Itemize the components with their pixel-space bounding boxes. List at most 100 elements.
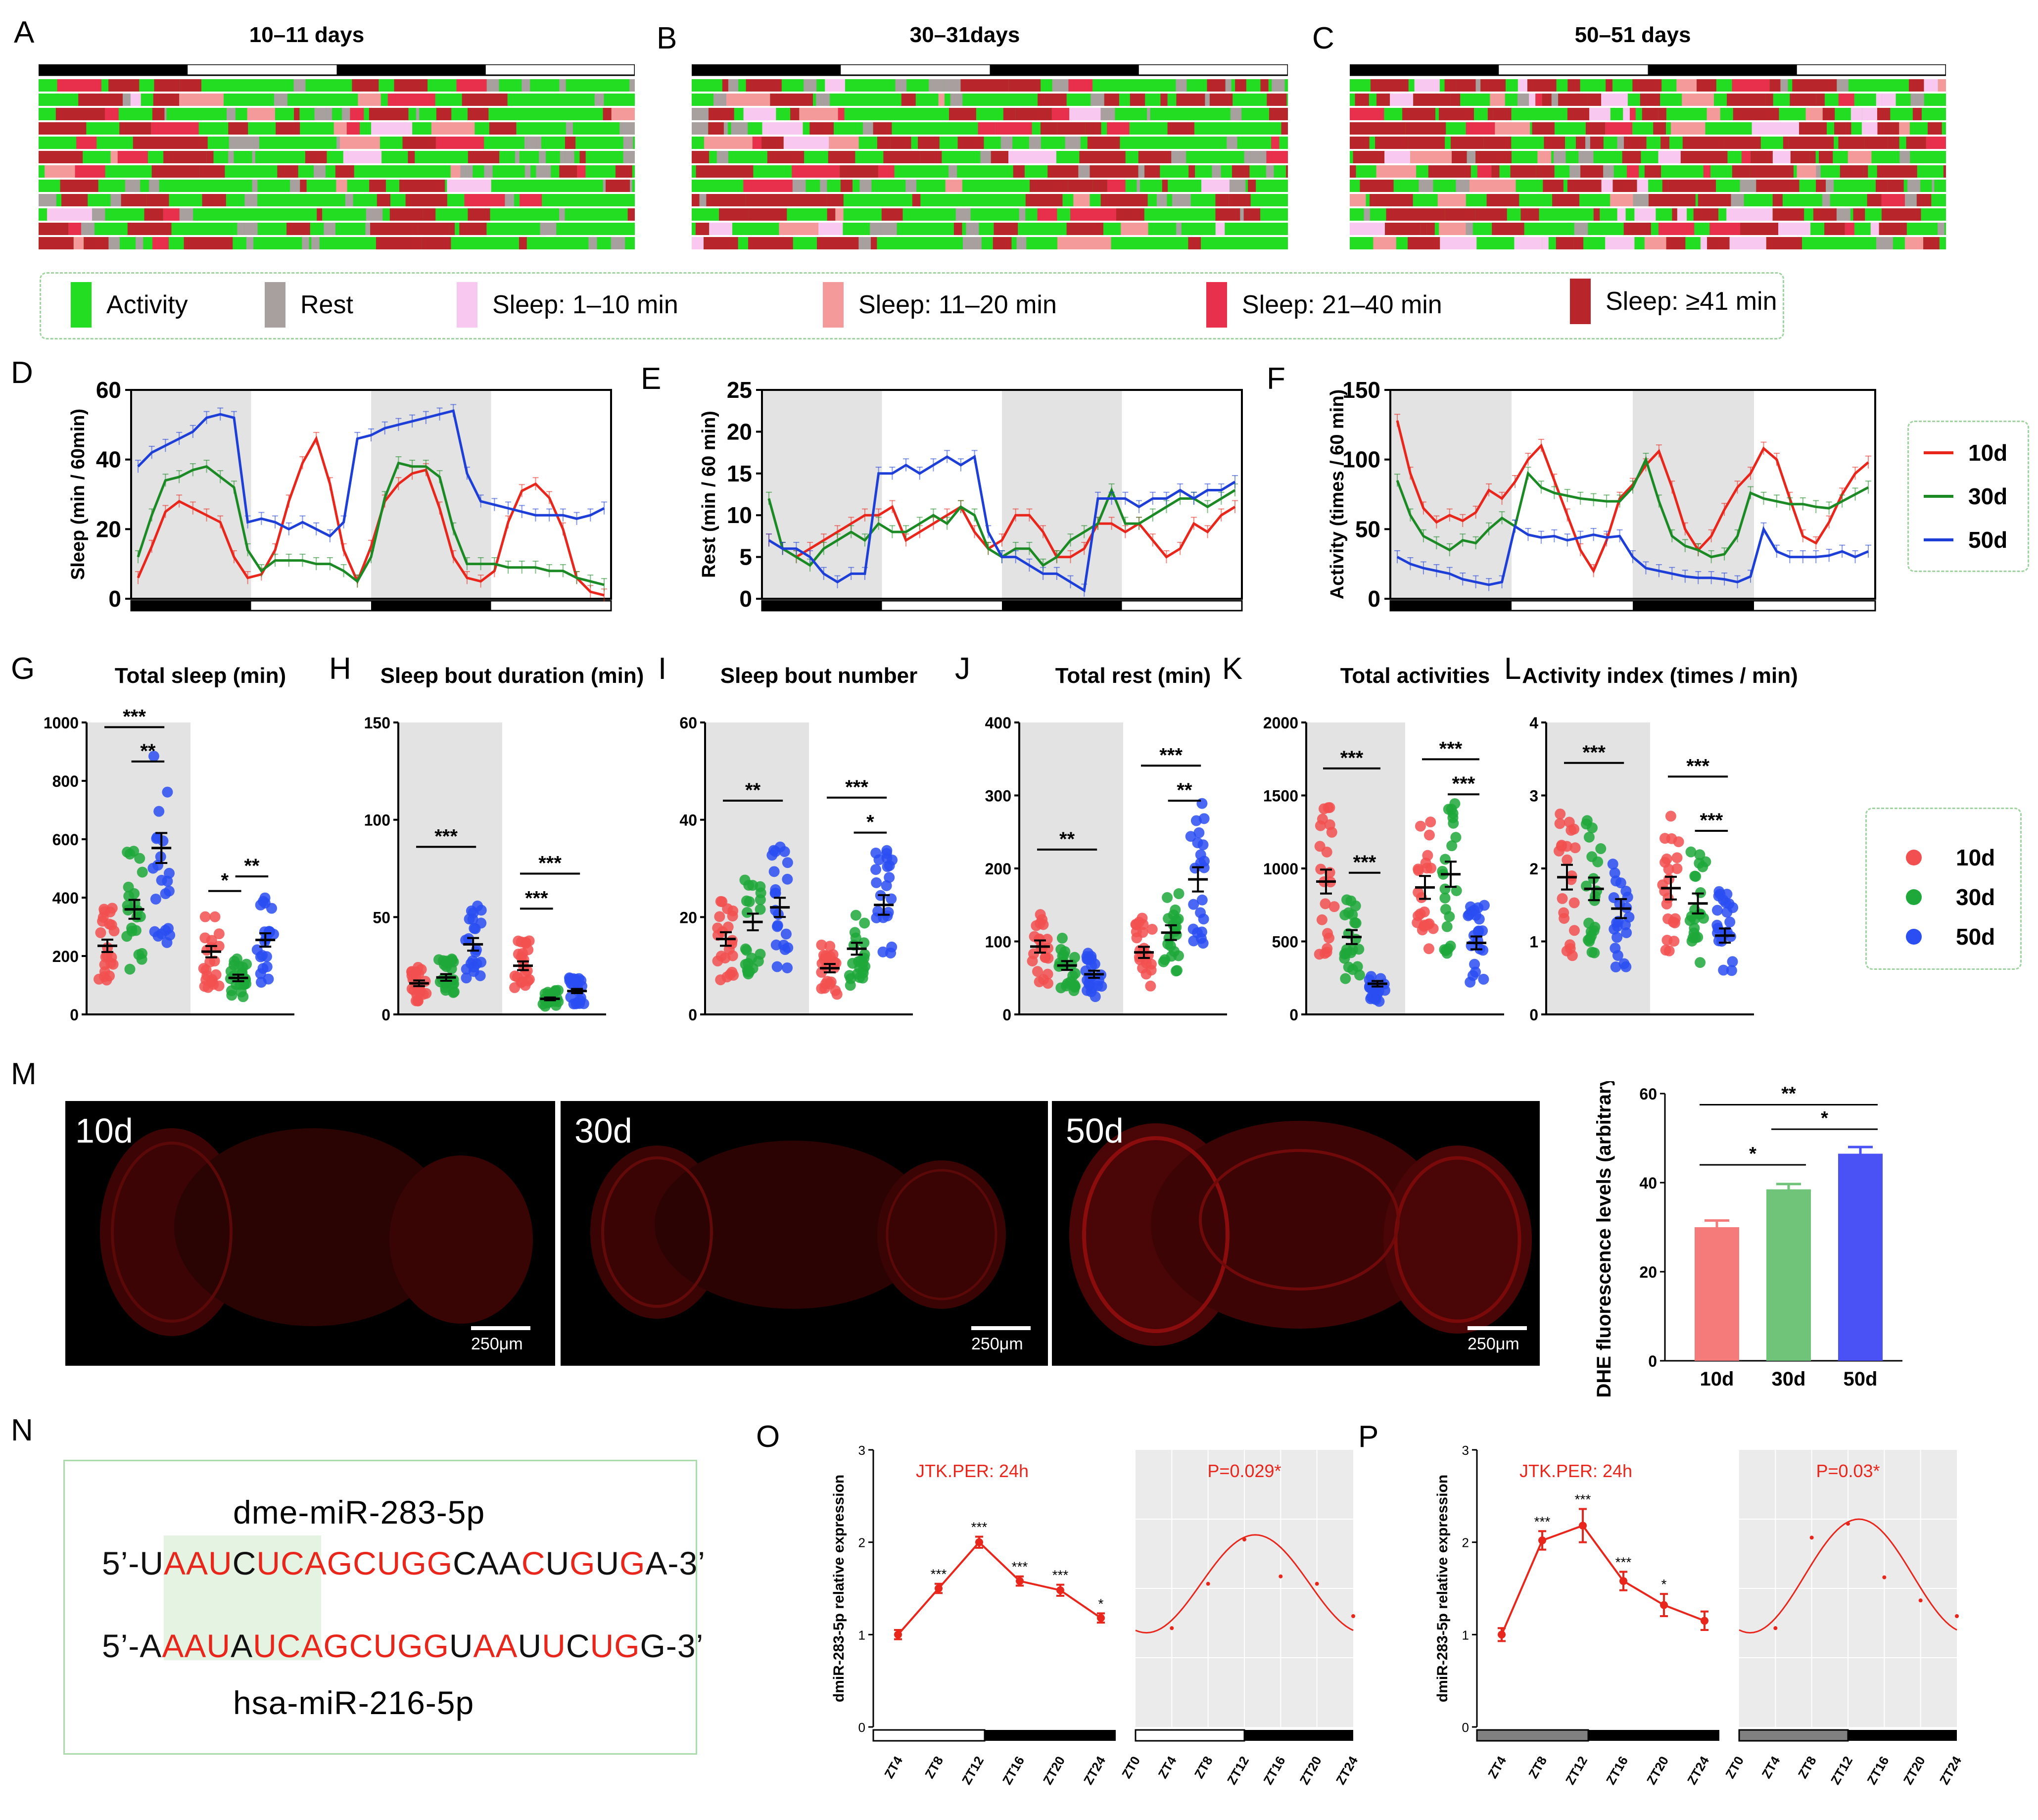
actogram-bout — [770, 94, 813, 106]
data-point — [255, 899, 266, 910]
data-point — [137, 866, 148, 878]
actogram-bout — [1751, 151, 1773, 163]
actogram-bout — [1025, 194, 1063, 206]
y-tick-label: 15 — [727, 461, 752, 486]
actogram-bout — [1456, 79, 1476, 92]
scale-bar-10d — [471, 1326, 530, 1330]
actogram-bout — [817, 237, 859, 249]
fit-data-point — [1242, 1537, 1246, 1542]
data-point — [162, 786, 173, 798]
scale-label-50d: 250μm — [1468, 1335, 1519, 1353]
actogram-bout — [1780, 79, 1788, 92]
data-point — [1569, 842, 1581, 854]
actogram-bout — [144, 208, 163, 221]
panel-letter-j: J — [955, 652, 970, 686]
bottom-mirna-name: hsa-miR-216-5p — [233, 1684, 474, 1721]
actogram-bout — [1819, 151, 1833, 163]
panel-letter-b: B — [657, 21, 677, 55]
fit-annotation: P=0.03* — [1816, 1461, 1880, 1481]
y-tick-label: 1 — [858, 1628, 865, 1642]
data-point — [894, 1630, 902, 1639]
actogram-bout — [1826, 180, 1834, 192]
actogram-bout — [1439, 108, 1474, 120]
actogram-bout — [577, 165, 586, 178]
data-point — [1084, 979, 1095, 991]
actogram-bout — [1724, 137, 1761, 149]
series-line-50d — [768, 455, 1236, 593]
panel-letter-k: K — [1222, 652, 1243, 686]
data-point — [570, 998, 582, 1009]
data-point — [1145, 964, 1157, 976]
data-point — [727, 905, 739, 916]
dot-legend: 10d 30d 50d — [1865, 808, 2022, 970]
y-tick-label: 1 — [1462, 1628, 1469, 1642]
actogram-bout — [901, 94, 916, 106]
data-point — [877, 946, 889, 958]
data-point — [741, 907, 753, 918]
data-point — [714, 911, 725, 922]
y-tick-label: 600 — [52, 831, 79, 849]
data-point — [859, 960, 871, 972]
actogram-bout — [873, 122, 892, 135]
x-tick-label: ZT24 — [1081, 1754, 1109, 1787]
data-point — [1340, 973, 1351, 984]
data-point — [1067, 970, 1079, 981]
actogram-bout — [389, 208, 423, 221]
data-point — [1341, 944, 1352, 956]
micrograph-50d-tissue — [1069, 1121, 1532, 1346]
actogram-bout — [1452, 151, 1467, 163]
actogram-bout — [1396, 137, 1408, 149]
actogram-bout — [358, 94, 381, 106]
actogram-bout — [820, 180, 827, 192]
actogram-bout — [1634, 208, 1656, 221]
y-tick-label: 20 — [1639, 1263, 1657, 1281]
actogram-bout — [962, 237, 977, 249]
actogram-bout — [611, 108, 635, 120]
data-point — [256, 977, 267, 988]
actogram-title-a: 10–11 days — [249, 23, 365, 47]
y-tick-label: 20 — [727, 419, 752, 444]
chart-e: 0 5 10 15 20 25 Rest (min / 60 min) — [699, 377, 1243, 612]
actogram-bout — [1493, 108, 1512, 120]
actogram-bout — [505, 194, 514, 206]
y-tick-label: 0 — [1002, 1006, 1011, 1024]
data-point — [1450, 832, 1462, 843]
actogram-bout — [991, 151, 1009, 163]
data-point — [825, 976, 837, 988]
data-point — [1193, 827, 1205, 838]
data-point — [870, 847, 882, 859]
actogram-bout — [840, 180, 853, 192]
actogram-bout — [1653, 122, 1666, 135]
data-point — [1365, 982, 1376, 994]
data-point — [1662, 892, 1674, 904]
dot-legend-10d-label: 10d — [1956, 845, 1995, 870]
data-point — [99, 966, 110, 977]
actogram-bout — [977, 237, 982, 249]
actogram-bout — [1766, 237, 1802, 249]
actogram-bout — [960, 79, 987, 92]
actogram-bout — [343, 151, 382, 163]
data-point — [742, 966, 754, 978]
data-point — [739, 874, 751, 886]
legend-activity-swatch — [71, 282, 92, 328]
actogram-bout — [713, 94, 727, 106]
actogram-bout — [1437, 94, 1451, 106]
actogram-bout — [76, 137, 97, 149]
actogram-bout — [799, 108, 838, 120]
legend-sleep-11-20: Sleep: 11–20 min — [823, 282, 1057, 328]
y-tick-label: 500 — [1272, 933, 1298, 951]
y-tick-label: 1000 — [44, 714, 79, 732]
ld-bar-light — [872, 1729, 986, 1742]
data-point — [1446, 840, 1458, 852]
line-legend-10d-label: 10d — [1968, 440, 2007, 466]
data-point — [1423, 829, 1435, 841]
actogram-bout — [352, 79, 379, 92]
x-tick-label: 30d — [1772, 1368, 1806, 1390]
y-tick-label: 800 — [52, 772, 79, 790]
y-axis-label: Rest (min / 60 min) — [699, 411, 719, 578]
actogram-bout — [121, 194, 147, 206]
actogram-bout — [565, 151, 574, 163]
data-point — [1538, 1536, 1546, 1544]
data-point — [1565, 824, 1577, 836]
actogram-bout — [1078, 165, 1090, 178]
